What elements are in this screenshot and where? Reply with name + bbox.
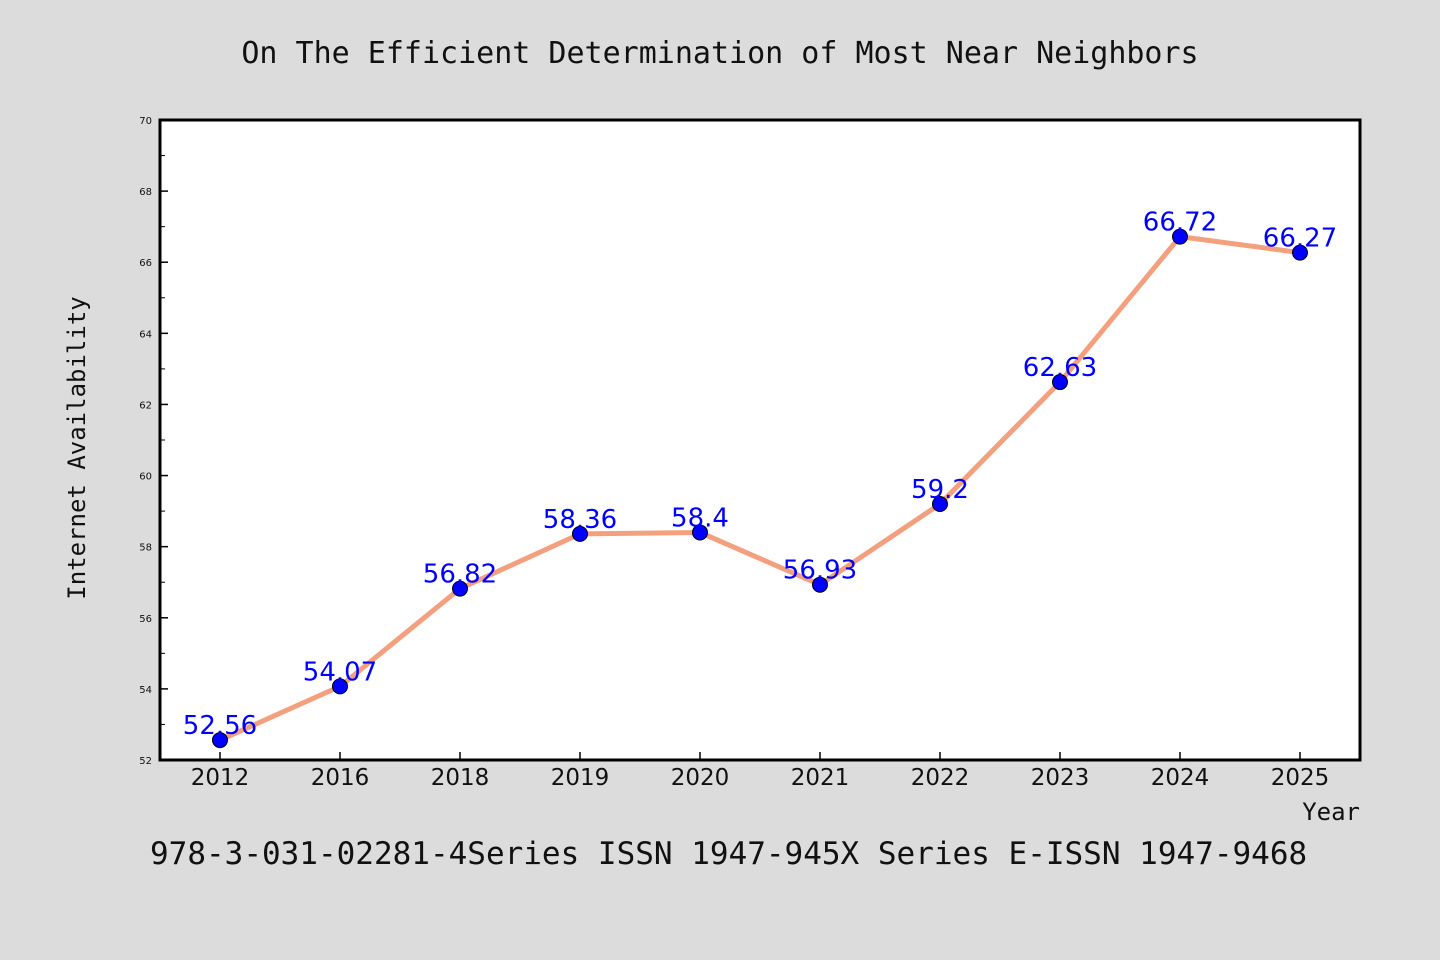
- x-tick-label: 2020: [671, 765, 730, 791]
- data-point: [1052, 374, 1068, 391]
- data-point: [332, 678, 348, 695]
- data-point: [932, 496, 948, 512]
- y-tick-label: 52: [139, 756, 152, 767]
- y-axis-label: Internet Availability: [63, 296, 91, 599]
- data-point: [812, 576, 828, 593]
- y-axis: 52 54 56 58 60 62 64 66 68 70: [139, 116, 168, 767]
- data-label: 58.36: [543, 505, 617, 535]
- data-label: 58.4: [671, 503, 729, 533]
- y-tick-label: 58: [139, 543, 152, 554]
- data-label: 62.63: [1023, 353, 1097, 383]
- x-tick-label: 2024: [1151, 765, 1210, 791]
- data-label: 66.72: [1143, 208, 1217, 238]
- x-tick-label: 2019: [551, 765, 610, 791]
- data-point: [1292, 244, 1308, 261]
- x-tick-label: 2023: [1031, 765, 1090, 791]
- x-axis: 2012 2016 2018 2019 2020 2021 2022 2023 2024 2025: [191, 752, 1330, 791]
- x-tick-label: 2018: [431, 765, 490, 791]
- x-tick-label: 2025: [1271, 765, 1330, 791]
- data-point: [452, 580, 468, 597]
- y-tick-label: 70: [139, 116, 152, 127]
- data-point: [212, 732, 228, 749]
- y-tick-label: 64: [139, 329, 152, 340]
- data-label: 56.93: [783, 556, 857, 586]
- data-point: [692, 524, 708, 541]
- x-tick-label: 2012: [191, 765, 250, 791]
- plot-area: [158, 118, 1362, 762]
- x-tick-label: 2022: [911, 765, 970, 791]
- y-tick-label: 54: [139, 685, 152, 696]
- y-tick-label: 68: [139, 187, 152, 198]
- footer-text: 978-3-031-02281-4Series ISSN 1947-945X S…: [150, 836, 1307, 872]
- data-label: 66.27: [1263, 224, 1337, 254]
- x-tick-label: 2021: [791, 765, 850, 791]
- series-line: [217, 234, 1303, 743]
- y-tick-label: 62: [139, 400, 152, 411]
- y-tick-label: 60: [139, 472, 152, 483]
- data-label: 54.07: [303, 657, 377, 687]
- chart-title: On The Efficient Determination of Most N…: [241, 36, 1198, 71]
- data-label: 59.2: [911, 475, 969, 505]
- y-tick-label: 56: [139, 614, 152, 625]
- data-label: 56.82: [423, 560, 497, 590]
- data-label: 52.56: [183, 711, 257, 741]
- x-tick-label: 2016: [311, 765, 370, 791]
- y-tick-label: 66: [139, 258, 152, 269]
- data-point: [1172, 228, 1188, 245]
- x-axis-label: Year: [1302, 798, 1360, 826]
- data-points: [212, 228, 1308, 749]
- data-labels: 52.56 54.07 56.82 58.36 58.4 56.93 59.2 62.63 66…: [183, 208, 1337, 741]
- data-point: [572, 525, 588, 542]
